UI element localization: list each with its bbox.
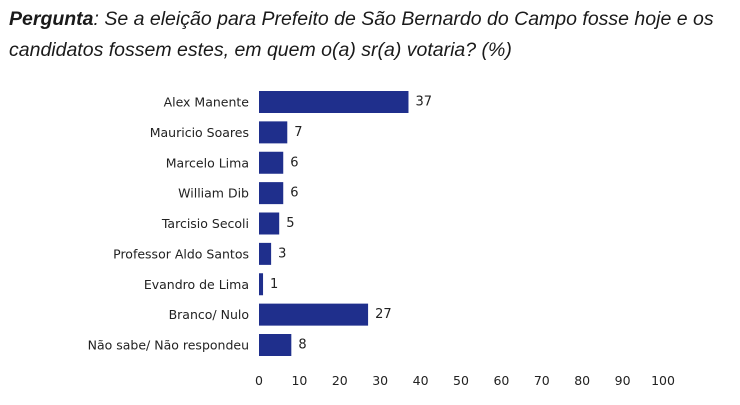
bar <box>259 334 292 356</box>
value-label: 37 <box>415 95 432 110</box>
bar <box>259 212 280 235</box>
bar <box>259 303 369 326</box>
category-label: William Dib <box>178 186 249 201</box>
x-tick-label: 50 <box>453 373 469 388</box>
x-tick-label: 20 <box>332 373 348 388</box>
category-label: Evandro de Lima <box>144 277 249 292</box>
value-label: 6 <box>290 186 298 201</box>
value-label: 7 <box>294 125 302 140</box>
x-tick-label: 10 <box>291 373 307 388</box>
x-tick-label: 80 <box>574 373 590 388</box>
category-label: Não sabe/ Não respondeu <box>88 338 249 353</box>
bars-group <box>259 91 409 356</box>
bar <box>259 273 264 296</box>
value-label: 5 <box>286 216 294 231</box>
category-label: Alex Manente <box>164 95 250 110</box>
question-lead: Pergunta <box>9 8 94 30</box>
x-tick-label: 60 <box>493 373 509 388</box>
bar <box>259 242 272 265</box>
category-label: Branco/ Nulo <box>169 307 249 322</box>
x-tick-label: 0 <box>255 373 263 388</box>
bar <box>259 182 284 205</box>
category-label: Mauricio Soares <box>150 125 249 140</box>
value-label: 27 <box>375 307 392 322</box>
category-label: Tarcisio Secoli <box>161 216 249 231</box>
value-label: 8 <box>298 338 306 353</box>
x-tick-label: 100 <box>651 373 675 388</box>
question-text: Pergunta: Se a eleição para Prefeito de … <box>9 4 735 66</box>
x-tick-label: 40 <box>413 373 429 388</box>
bar <box>259 121 288 144</box>
x-axis-ticks: 0 10 20 30 40 50 60 70 80 90 100 <box>255 373 675 388</box>
category-labels: Alex Manente Mauricio Soares Marcelo Lima W… <box>88 95 250 353</box>
x-tick-label: 70 <box>534 373 550 388</box>
value-label: 3 <box>278 246 286 261</box>
question-body: : Se a eleição para Prefeito de São Bern… <box>9 8 714 61</box>
bar <box>259 151 284 174</box>
x-tick-label: 30 <box>372 373 388 388</box>
category-label: Marcelo Lima <box>166 155 249 170</box>
category-label: Professor Aldo Santos <box>113 246 249 261</box>
value-label: 1 <box>270 277 278 292</box>
x-tick-label: 90 <box>615 373 631 388</box>
bar <box>259 91 409 113</box>
value-label: 6 <box>290 155 298 170</box>
value-labels: 37 7 6 6 53 1 27 8 <box>270 95 432 353</box>
